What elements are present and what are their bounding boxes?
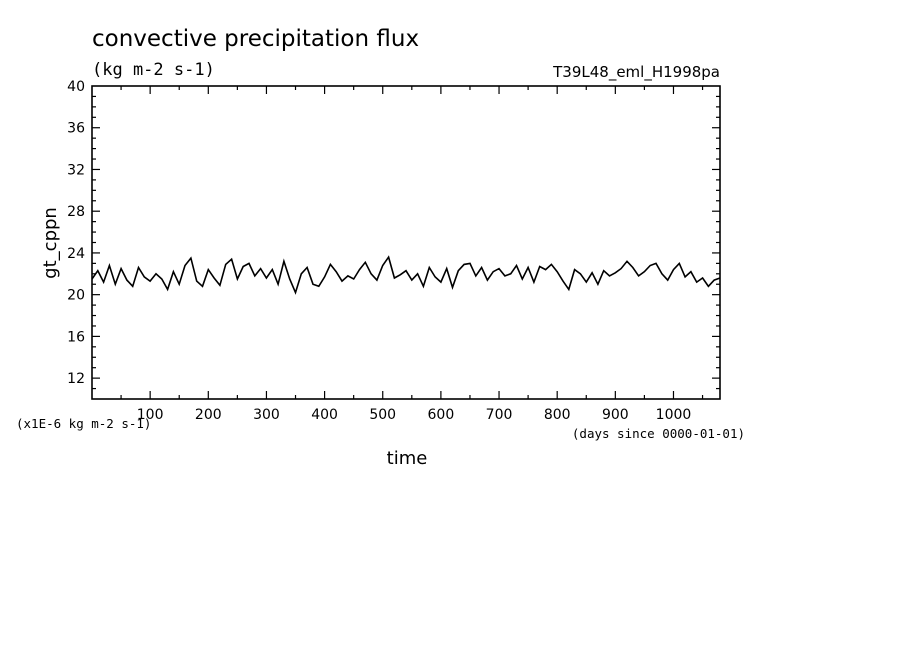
run-label: T39L48_eml_H1998pa [552,63,720,82]
y-tick-label: 28 [67,204,85,220]
y-tick-label: 12 [67,371,85,387]
x-tick-label: 600 [428,407,455,423]
x-units-label: (days since 0000-01-01) [572,426,745,441]
x-tick-label: 900 [602,407,629,423]
y-tick-label: 16 [67,329,85,345]
x-tick-label: 100 [137,407,164,423]
x-tick-label: 300 [253,407,280,423]
y-tick-label: 36 [67,121,85,137]
y-axis-label: gt_cppn [40,207,61,279]
x-tick-label: 400 [311,407,338,423]
chart-title: convective precipitation flux [92,26,419,52]
x-tick-label: 500 [369,407,396,423]
x-tick-label: 800 [544,407,571,423]
x-tick-label: 700 [486,407,513,423]
x-tick-label: 200 [195,407,222,423]
x-axis-ticks: 100 200 300 400 500 600 700 800 900 1000 [120,86,704,423]
y-axis-ticks: 12 16 20 24 28 32 36 40 [67,79,720,390]
plot-axes [91,85,721,400]
y-tick-label: 20 [67,288,85,304]
x-tick-label: 1000 [656,407,692,423]
chart-subtitle: (kg m-2 s-1) [92,60,215,80]
plot-frame [91,85,721,400]
series-line [91,255,721,295]
y-tick-label: 40 [67,79,85,95]
y-tick-label: 24 [67,246,85,262]
y-scale-note: (x1E-6 kg m-2 s-1) [16,416,151,431]
y-tick-label: 32 [67,162,85,178]
x-axis-label: time [387,448,428,469]
